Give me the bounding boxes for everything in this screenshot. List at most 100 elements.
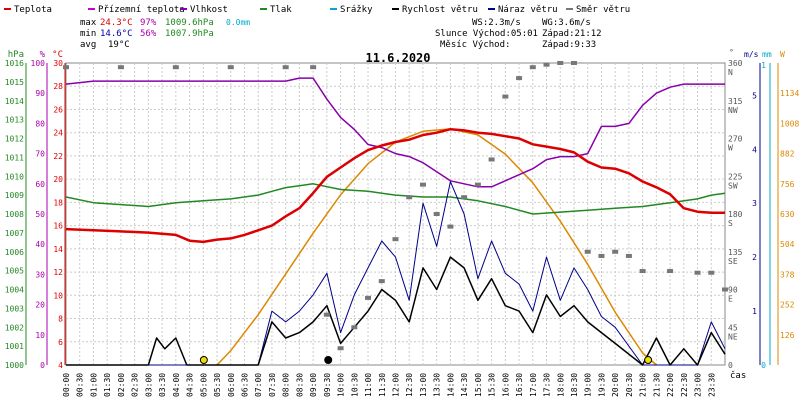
stats-min-hum: 56%: [140, 29, 157, 39]
rain-tick-label: 1: [761, 61, 766, 70]
humidity-tick-label: 10: [35, 331, 45, 340]
temperature-tick-label: 28: [53, 82, 63, 91]
x-tick-label: 06:30: [240, 373, 249, 397]
wind-direction-point: [392, 237, 399, 242]
x-tick-label: 12:00: [392, 373, 401, 397]
x-tick-label: 14:30: [460, 373, 469, 397]
x-tick-label: 20:30: [625, 373, 634, 397]
x-tick-label: 16:30: [515, 373, 524, 397]
x-tick-label: 06:00: [227, 373, 236, 397]
solar-axis-label: W: [780, 50, 785, 59]
x-tick-label: 04:30: [186, 373, 195, 397]
wind-direction-point: [419, 182, 426, 187]
wind-direction-point: [667, 269, 674, 274]
wind-direction-point: [406, 195, 413, 200]
x-tick-label: 04:00: [172, 373, 181, 397]
temperature-tick-label: 30: [53, 59, 63, 68]
pressure-tick-label: 1013: [5, 116, 24, 125]
x-tick-label: 18:30: [570, 373, 579, 397]
direction-letter: SW: [728, 181, 738, 190]
axes: hPa1016101510141013101210111010100910081…: [5, 48, 800, 397]
moon-marker: [324, 356, 333, 364]
wind-direction-point: [63, 65, 69, 70]
x-tick-label: 21:30: [652, 373, 661, 397]
pressure-tick-label: 1012: [5, 135, 24, 144]
wind-direction-point: [474, 182, 481, 187]
temperature-tick-label: 12: [53, 268, 63, 277]
temperature-tick-label: 22: [53, 152, 63, 161]
series-wind-line: [66, 256, 726, 366]
direction-tick-label: 90: [728, 286, 738, 295]
wind-direction-point: [557, 61, 564, 65]
temperature-axis-label: °C: [52, 50, 63, 60]
direction-axis-label: °: [729, 48, 734, 57]
direction-tick-label: 225: [728, 172, 743, 181]
humidity-tick-label: 40: [35, 240, 45, 249]
pressure-tick-label: 1004: [5, 286, 24, 295]
wind-direction-point: [447, 224, 454, 229]
temperature-tick-label: 18: [53, 198, 63, 207]
wind-direction-point: [378, 279, 385, 284]
x-tick-label: 08:00: [282, 373, 291, 397]
x-tick-label: 07:00: [254, 373, 263, 397]
solar-tick-label: 126: [780, 331, 795, 340]
legend-label: Náraz větru: [498, 5, 558, 15]
pressure-axis-label: hPa: [8, 50, 24, 60]
humidity-tick-label: 100: [31, 59, 46, 68]
stats-max-temp: 24.3°C: [100, 18, 133, 28]
wind-direction-point: [722, 287, 728, 292]
solar-curve: [216, 128, 657, 366]
wind-tick-label: 5: [752, 91, 757, 100]
wind-direction-point: [282, 65, 289, 70]
x-tick-label: 23:00: [694, 373, 703, 397]
wind-direction-point: [612, 249, 619, 254]
series-pressure-line: [65, 183, 726, 215]
info-sun-set: Západ:21:12: [542, 29, 602, 39]
solar-tick-label: 882: [780, 150, 795, 159]
wind-direction-point: [598, 253, 605, 258]
wind-direction-point: [625, 253, 632, 258]
x-tick-label: 23:30: [707, 373, 716, 397]
wind-direction-point: [172, 65, 179, 70]
wind-direction-point: [461, 195, 468, 200]
x-tick-label: 17:30: [543, 373, 552, 397]
wind-direction-point: [570, 61, 577, 65]
x-tick-label: 09:30: [323, 373, 332, 397]
direction-letter: E: [728, 295, 733, 304]
temperature-tick-label: 14: [53, 245, 63, 254]
temperature-tick-label: 4: [58, 361, 63, 370]
pressure-tick-label: 1010: [5, 172, 24, 181]
x-tick-label: 12:30: [405, 373, 414, 397]
sunset-marker: [644, 356, 653, 364]
x-tick-label: 00:00: [62, 373, 71, 397]
direction-tick-label: 360: [728, 59, 743, 68]
x-tick-label: 10:00: [337, 373, 346, 397]
x-tick-label: 19:30: [597, 373, 606, 397]
stats-max-hum: 97%: [140, 18, 157, 28]
direction-tick-label: 270: [728, 135, 743, 144]
info-moon: Měsíc Východ:: [440, 40, 510, 50]
x-tick-label: 22:30: [680, 373, 689, 397]
pressure-tick-label: 1006: [5, 248, 24, 257]
pressure-tick-label: 1003: [5, 304, 24, 313]
direction-letter: S: [728, 219, 733, 228]
humidity-tick-label: 50: [35, 210, 45, 219]
wind-direction-point: [351, 325, 358, 330]
humidity-axis-label: %: [40, 50, 46, 60]
x-tick-label: 03:00: [144, 373, 153, 397]
direction-letter: W: [728, 144, 733, 153]
wind-axis-label: m/s: [744, 50, 759, 59]
pressure-tick-label: 1015: [5, 78, 24, 87]
humidity-tick-label: 0: [40, 361, 45, 370]
solar-tick-label: 756: [780, 180, 795, 189]
wind-direction-point: [694, 270, 701, 275]
stats-max-press: 1009.6hPa: [165, 18, 214, 28]
x-tick-label: 00:30: [76, 373, 85, 397]
direction-tick-label: 45: [728, 323, 738, 332]
wind-direction-point: [323, 312, 330, 317]
temperature-tick-label: 6: [58, 338, 63, 347]
stats-avg-label: avg: [80, 40, 96, 50]
pressure-tick-label: 1014: [5, 97, 24, 106]
solar-tick-label: 252: [780, 301, 795, 310]
